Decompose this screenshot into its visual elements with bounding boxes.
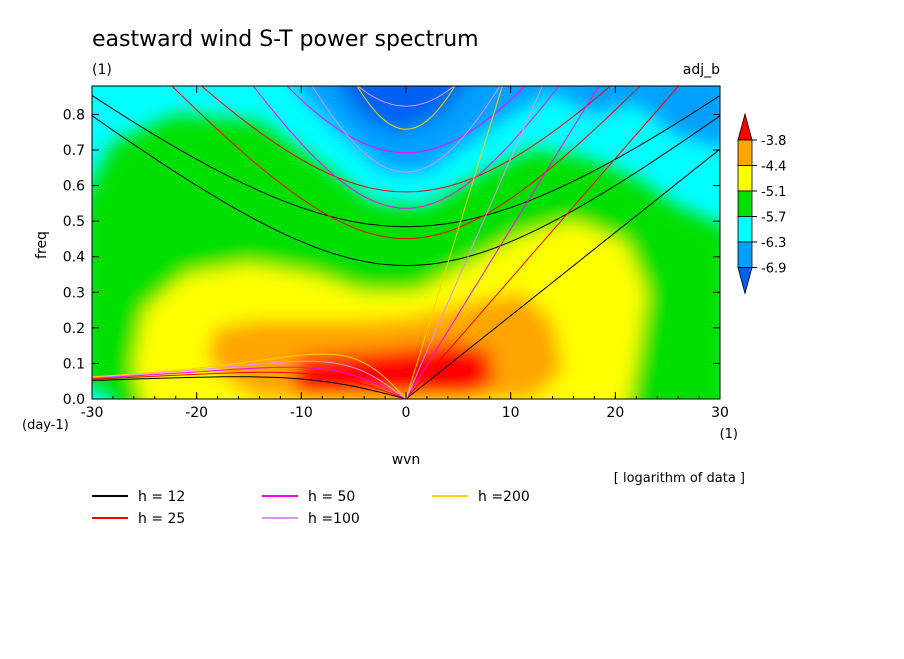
colorbar-swatch [737,165,753,192]
colorbar-top-arrow [737,112,753,141]
y-tick-label: 0.8 [63,107,85,123]
top-right-label: adj_b [683,62,720,78]
y-axis-label: freq [34,231,50,259]
curve-kelvin-h12 [405,148,720,399]
band-darkblue [339,86,466,133]
colorbar-swatch [737,241,753,268]
x-tick-label: -30 [81,405,104,421]
curve-rossby-n1-h12 [92,376,407,399]
plot-area [92,86,720,399]
x-axis-label: wvn [392,452,421,468]
legend-label: h =200 [478,489,530,505]
y-tick-label: 0.1 [63,356,85,372]
curve-ig-n2-h50 [286,86,526,154]
x-tick-label: 20 [606,405,624,421]
colorbar-level-label: -4.4 [761,160,786,175]
x-tick-label: -20 [185,405,208,421]
legend-label: h = 50 [308,489,355,505]
y-axis-unit: (day-1) [22,418,69,433]
colorbar-swatch [737,216,753,243]
colorbar-level-label: -5.7 [761,211,786,226]
x-axis-unit: (1) [720,427,738,442]
y-tick-label: 0.6 [63,179,85,195]
curve-ig-n1-h50 [252,86,560,209]
curve-rossby-n1-h200 [92,353,407,399]
y-tick-label: 0.3 [63,285,85,301]
y-tick-label: 0.2 [63,321,85,337]
curve-rossby-n1-h25 [92,371,407,399]
y-tick-label: 0.0 [63,392,85,408]
curve-kelvin-h25 [405,86,680,399]
curve-ig-n2-h100 [357,86,455,107]
curve-ig-n1-h100 [311,86,501,173]
dispersion-curves [92,86,720,399]
y-tick-label: 0.5 [63,214,85,230]
x-tick-label: -10 [290,405,313,421]
band-red [290,342,495,399]
curve-ig-n1-h12 [92,115,720,267]
curve-ig-n1-h25 [171,86,641,240]
y-tick-label: 0.4 [63,250,85,266]
legend-label: h =100 [308,511,360,527]
curve-kelvin-h200 [405,86,503,399]
curve-ig-n2-h25 [200,86,612,193]
colorbar-swatch [737,139,753,166]
colorbar-level-label: -6.9 [761,262,786,277]
chart-subtitle: (1) [92,62,112,78]
legend-label: h = 25 [138,511,185,527]
x-tick-label: 30 [711,405,729,421]
curve-kelvin-h100 [405,86,543,399]
curve-ig-n1-h200 [356,86,456,130]
colorbar-note: [ logarithm of data ] [614,471,745,486]
x-tick-label: 10 [502,405,520,421]
chart-title: eastward wind S-T power spectrum [92,27,479,52]
curve-rossby-n1-h100 [92,360,407,399]
curve-kelvin-h50 [405,86,600,399]
colorbar-level-label: -3.8 [761,134,786,149]
y-axis: 0.0 0.1 0.2 0.3 0.4 0.5 0.6 0.7 0.8 [63,107,720,408]
legend: h = 12 h = 25 h = 50 h =100 h =200 [92,489,530,527]
x-tick-label: 0 [402,405,411,421]
y-tick-label: 0.7 [63,143,85,159]
curve-rossby-n1-h50 [92,366,407,399]
colorbar-level-label: -6.3 [761,236,786,251]
legend-label: h = 12 [138,489,185,505]
colorbar-level-label: -5.1 [761,185,786,200]
contour-bands [92,86,720,399]
curve-ig-n2-h12 [92,94,720,228]
colorbar: -3.8 -4.4 -5.1 -5.7 -6.3 -6.9 [737,112,786,296]
colorbar-swatch [737,190,753,217]
x-axis: -30 -20 -10 0 10 20 30 [81,86,729,421]
colorbar-bottom-arrow [737,267,753,296]
